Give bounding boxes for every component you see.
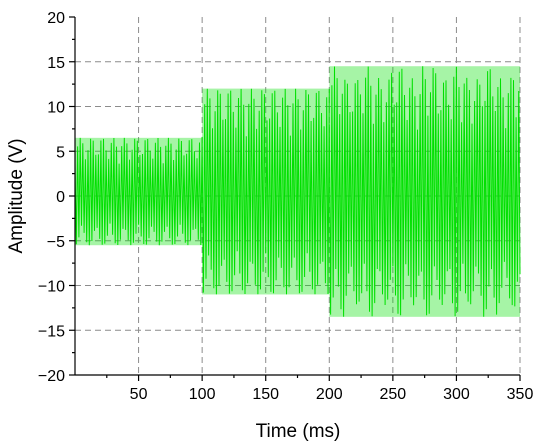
x-tick-label: 250 <box>380 386 407 403</box>
x-tick-label: 350 <box>507 386 534 403</box>
x-tick-label: 300 <box>443 386 470 403</box>
x-tick-label: 100 <box>189 386 216 403</box>
x-tick-label: 150 <box>252 386 279 403</box>
y-tick-label: 10 <box>47 100 65 117</box>
y-tick-label: 0 <box>56 189 65 206</box>
y-tick-label: −20 <box>38 368 65 385</box>
signal-line-segment-1 <box>74 137 203 246</box>
axes <box>69 16 521 381</box>
signal-series <box>74 66 521 317</box>
y-tick-label: −10 <box>38 279 65 296</box>
y-tick-label: −15 <box>38 323 65 340</box>
y-tick-label: 20 <box>47 10 65 27</box>
x-tick-label: 50 <box>130 386 148 403</box>
y-tick-label: 5 <box>56 144 65 161</box>
y-tick-label: −5 <box>47 234 65 251</box>
signal-line-segment-3 <box>328 66 521 317</box>
y-tick-label: 15 <box>47 55 65 72</box>
x-tick-labels: 50 100 150 200 250 300 350 <box>130 386 534 403</box>
x-axis-title: Time (ms) <box>256 421 341 442</box>
y-tick-labels: −20 −15 −10 −5 0 5 10 15 20 <box>38 10 65 385</box>
y-axis-title: Amplitude (V) <box>6 138 27 253</box>
x-tick-label: 200 <box>316 386 343 403</box>
signal-line-segment-2 <box>201 88 330 295</box>
